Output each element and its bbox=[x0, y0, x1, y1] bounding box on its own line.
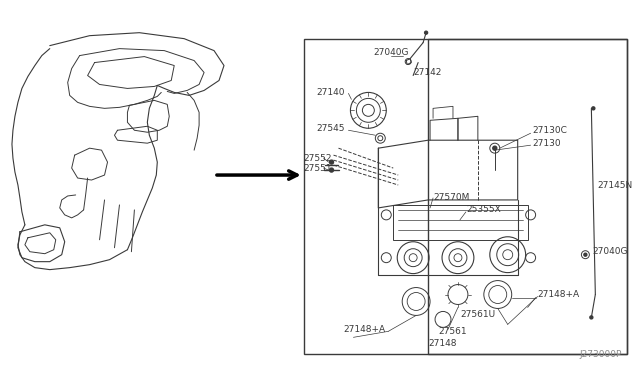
Text: 27148: 27148 bbox=[428, 339, 456, 348]
Circle shape bbox=[493, 146, 497, 150]
Circle shape bbox=[590, 316, 593, 319]
Text: 27145N: 27145N bbox=[597, 180, 632, 189]
Text: 27148+A: 27148+A bbox=[344, 325, 385, 334]
Text: 27148+A: 27148+A bbox=[538, 290, 580, 299]
Text: 27561U: 27561U bbox=[460, 310, 495, 319]
Text: 27130C: 27130C bbox=[532, 126, 568, 135]
Bar bbox=[393, 205, 527, 240]
Text: 25355X: 25355X bbox=[466, 205, 500, 214]
Circle shape bbox=[330, 160, 333, 164]
Text: 27552: 27552 bbox=[303, 154, 332, 163]
Circle shape bbox=[592, 107, 595, 110]
Text: 27130: 27130 bbox=[532, 139, 561, 148]
Text: 27570M: 27570M bbox=[433, 193, 469, 202]
Text: 27140: 27140 bbox=[317, 88, 345, 97]
Text: 27040G: 27040G bbox=[593, 247, 628, 256]
Circle shape bbox=[330, 168, 333, 172]
Circle shape bbox=[584, 253, 587, 256]
Circle shape bbox=[424, 31, 428, 34]
Bar bbox=[428, 39, 627, 354]
Text: J273000P: J273000P bbox=[580, 350, 622, 359]
Text: 27551: 27551 bbox=[303, 164, 332, 173]
Bar bbox=[303, 39, 627, 354]
Text: 27142: 27142 bbox=[413, 68, 442, 77]
Text: 27545: 27545 bbox=[317, 124, 345, 133]
Text: 27040G: 27040G bbox=[373, 48, 409, 57]
Text: 27561: 27561 bbox=[438, 327, 467, 336]
